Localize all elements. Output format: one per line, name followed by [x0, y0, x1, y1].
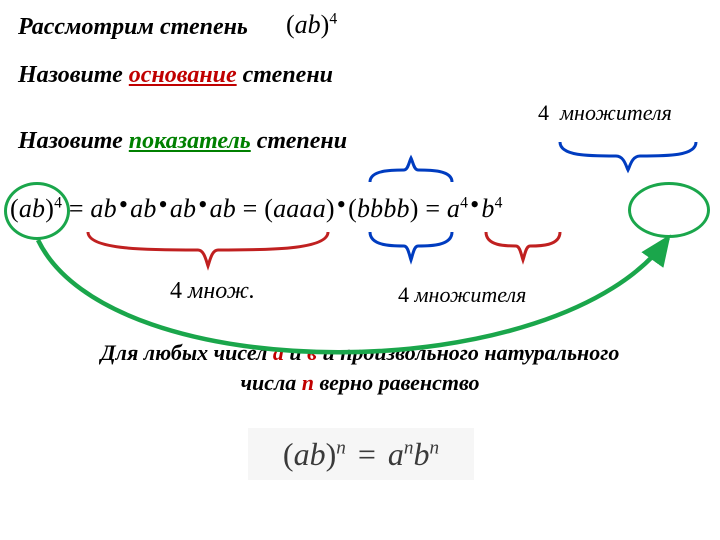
annot-top: 4 множителя — [538, 100, 672, 126]
conc-c: и — [284, 340, 307, 365]
conc-h: верно равенство — [314, 370, 480, 395]
heading2-b: основание — [129, 62, 237, 88]
brace-under-abab — [88, 232, 328, 266]
brace-over-aaaa — [370, 158, 452, 182]
conc-b: а — [273, 340, 284, 365]
brace-under-bbbb — [486, 232, 560, 260]
conc-g: n — [302, 370, 314, 395]
brace-top-blue — [560, 142, 696, 170]
annot-bottom-num: 4 — [398, 282, 409, 307]
annot-mid-num: 4 — [170, 278, 182, 304]
conc-f: числа — [240, 370, 301, 395]
conclusion-text: Для любых чисел а и в и произвольного на… — [0, 338, 720, 397]
expr-ab4-top: (ab)4 — [286, 10, 337, 40]
heading3-b: показатель — [129, 128, 251, 154]
heading-base: Назовите основание степени — [18, 62, 333, 89]
conc-e: и произвольного натурального — [317, 340, 619, 365]
heading3-c: степени — [251, 128, 347, 154]
final-equation: (ab)n = anbn — [248, 428, 474, 480]
circle-right — [628, 182, 710, 238]
heading-main: Рассмотрим степень — [18, 14, 248, 41]
heading-exponent: Назовите показатель степени — [18, 128, 347, 155]
heading3-a: Назовите — [18, 128, 129, 154]
green-arc — [38, 238, 668, 352]
circle-left — [4, 182, 70, 240]
brace-under-aaaa — [370, 232, 452, 260]
heading2-a: Назовите — [18, 62, 129, 88]
conc-a: Для любых чисел — [101, 340, 273, 365]
heading2-c: степени — [237, 62, 333, 88]
heading-main-text: Рассмотрим степень — [18, 14, 248, 40]
annot-bottom: 4 множителя — [398, 282, 526, 308]
annot-mid: 4 множ. — [170, 278, 255, 305]
annot-mid-txt: множ. — [182, 278, 255, 304]
conc-d: в — [307, 340, 317, 365]
annot-bottom-txt: множителя — [409, 282, 526, 307]
main-equation: (ab)4 = ab•ab•ab•ab = (aaaa)•(bbbb) = a4… — [10, 194, 503, 224]
